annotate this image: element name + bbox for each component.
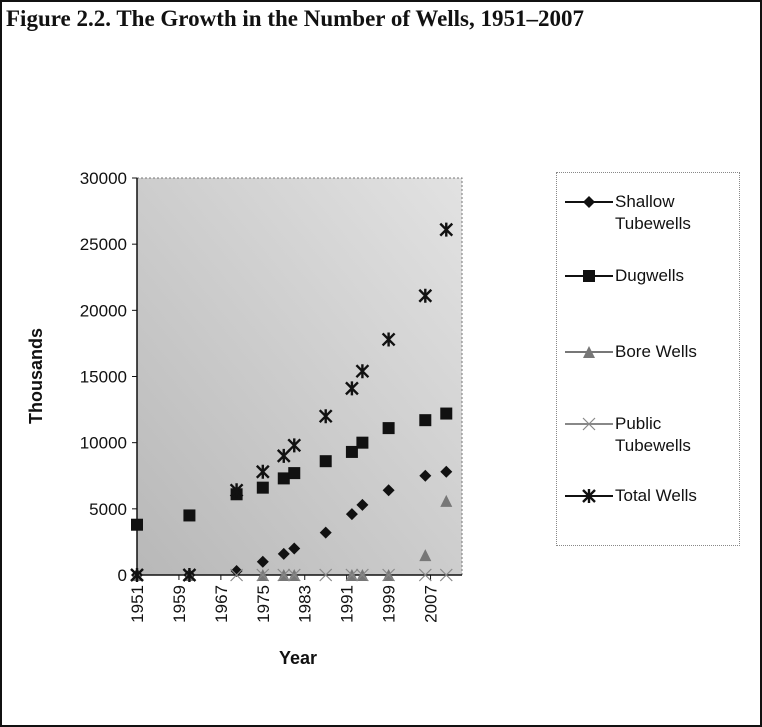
- marker: [256, 555, 269, 568]
- marker: [439, 222, 454, 237]
- legend: Shallow Tubewells Dugwells Bore Wells Publi…: [556, 172, 740, 546]
- marker: [582, 417, 596, 431]
- legend-key: [565, 417, 613, 431]
- marker: [582, 489, 596, 503]
- marker: [345, 381, 359, 396]
- marker: [277, 547, 290, 560]
- marker: [288, 542, 301, 555]
- marker: [355, 364, 370, 379]
- y-axis-label: Thousands: [26, 328, 46, 424]
- marker: [318, 409, 333, 424]
- marker: [356, 498, 369, 511]
- legend-key: [565, 196, 613, 208]
- marker: [440, 465, 453, 478]
- marker: [230, 565, 243, 578]
- legend-label: Shallow Tubewells: [615, 192, 691, 233]
- marker: [229, 483, 244, 498]
- marker: [287, 568, 301, 582]
- marker: [381, 332, 396, 347]
- marker: [230, 568, 244, 582]
- marker: [583, 346, 595, 358]
- marker: [182, 568, 197, 582]
- legend-key: [565, 270, 613, 282]
- marker: [277, 472, 290, 485]
- legend-item: Bore Wells: [563, 341, 739, 363]
- y-tick-label: 0: [118, 566, 127, 585]
- x-tick-label: 1975: [254, 585, 273, 623]
- x-tick-label: 1991: [338, 585, 357, 623]
- y-tick-label: 5000: [89, 500, 127, 519]
- marker: [319, 568, 333, 582]
- marker: [440, 407, 453, 420]
- marker: [345, 445, 358, 458]
- legend-item: Dugwells: [563, 265, 739, 287]
- marker: [419, 549, 432, 562]
- legend-item: Shallow Tubewells: [563, 191, 739, 235]
- legend-label: Total Wells: [615, 486, 697, 505]
- marker: [419, 414, 432, 427]
- marker: [583, 270, 595, 282]
- x-tick-label: 2007: [422, 585, 441, 623]
- marker: [345, 508, 358, 521]
- legend-key: [565, 346, 613, 358]
- marker: [288, 467, 301, 480]
- marker: [130, 568, 144, 582]
- marker: [382, 568, 396, 582]
- marker: [418, 288, 433, 303]
- marker: [382, 484, 395, 497]
- marker: [276, 448, 291, 463]
- marker: [319, 455, 332, 468]
- y-tick-label: 30000: [80, 169, 127, 188]
- x-axis-label: Year: [279, 648, 317, 668]
- marker: [355, 568, 369, 582]
- legend-label: Public Tubewells: [615, 414, 691, 455]
- marker: [319, 526, 332, 539]
- marker: [131, 518, 143, 531]
- marker: [255, 464, 270, 479]
- legend-label: Dugwells: [615, 266, 684, 285]
- marker: [345, 568, 359, 582]
- marker: [183, 509, 196, 522]
- marker: [256, 481, 269, 494]
- y-tick-label: 25000: [80, 235, 127, 254]
- y-tick-label: 10000: [80, 434, 127, 453]
- y-tick-label: 20000: [80, 301, 127, 320]
- marker: [277, 568, 291, 582]
- legend-item: Total Wells: [563, 485, 739, 507]
- legend-item: Public Tubewells: [563, 413, 739, 457]
- x-tick-label: 1951: [128, 585, 147, 623]
- chart-title: Figure 2.2. The Growth in the Number of …: [6, 6, 585, 31]
- legend-label: Bore Wells: [615, 342, 697, 361]
- marker: [256, 568, 270, 582]
- marker: [440, 494, 453, 507]
- x-tick-label: 1959: [170, 585, 189, 623]
- legend-key: [565, 489, 613, 503]
- y-tick-label: 15000: [80, 368, 127, 387]
- marker: [382, 422, 395, 435]
- marker: [583, 196, 595, 208]
- x-tick-label: 1983: [296, 585, 315, 623]
- marker: [419, 469, 432, 482]
- x-tick-label: 1967: [212, 585, 231, 623]
- marker: [287, 438, 302, 453]
- x-tick-label: 1999: [380, 585, 399, 623]
- marker: [356, 436, 369, 449]
- marker: [439, 568, 453, 582]
- marker: [418, 568, 432, 582]
